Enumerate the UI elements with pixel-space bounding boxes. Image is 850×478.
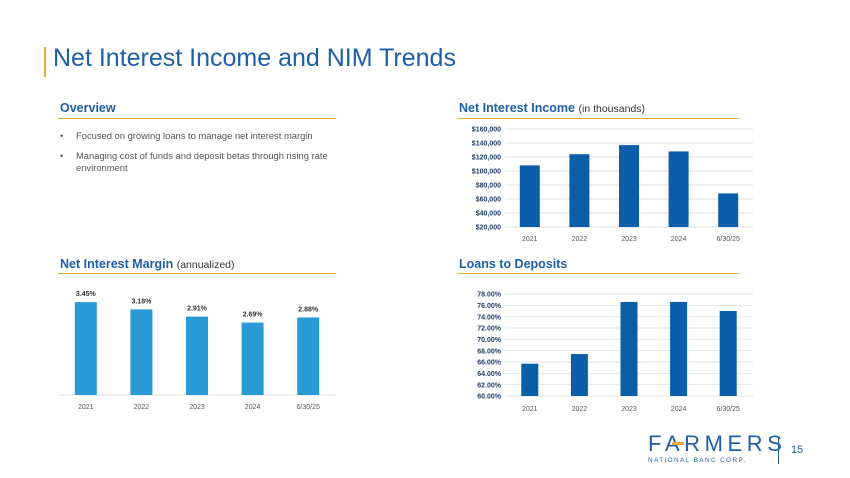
x-tick-label: 2022 xyxy=(134,404,150,411)
logo-wordmark: FARMERS xyxy=(648,431,787,456)
x-tick-label: 2021 xyxy=(522,406,538,413)
x-tick-label: 6/30/25 xyxy=(717,406,740,413)
data-label: 3.18% xyxy=(131,298,152,305)
bar xyxy=(570,354,588,396)
bar xyxy=(670,301,688,396)
y-tick-label: $80,000 xyxy=(476,183,501,190)
nim-heading-text: Net Interest Margin xyxy=(60,257,174,271)
y-tick-label: $20,000 xyxy=(476,225,501,232)
bar xyxy=(297,317,320,395)
y-tick-label: $100,000 xyxy=(472,169,501,176)
logo-accent-mark xyxy=(672,442,684,445)
data-label: 2.69% xyxy=(243,312,264,319)
farmers-logo: FARMERS NATIONAL BANC CORP. xyxy=(648,431,787,465)
nii-rule xyxy=(457,118,739,119)
x-tick-label: 6/30/25 xyxy=(717,236,740,243)
nii-subheading: (in thousands) xyxy=(578,103,646,115)
overview-bullet: Focused on growing loans to manage net i… xyxy=(60,130,350,142)
nim-heading: Net Interest Margin (annualized) xyxy=(60,257,235,271)
y-tick-label: 78.00% xyxy=(477,292,502,299)
page-number: 15 xyxy=(791,444,804,456)
y-tick-label: $40,000 xyxy=(476,211,501,218)
ltd-heading-text: Loans to Deposits xyxy=(459,257,568,271)
x-tick-label: 2023 xyxy=(621,406,637,413)
overview-heading-text: Overview xyxy=(60,101,116,115)
x-tick-label: 2023 xyxy=(621,236,637,243)
x-tick-label: 2023 xyxy=(189,404,205,411)
bar xyxy=(569,154,590,227)
y-tick-label: 62.00% xyxy=(477,382,502,389)
y-tick-label: 72.00% xyxy=(477,326,502,333)
x-tick-label: 2021 xyxy=(78,404,94,411)
nim-rule xyxy=(58,273,336,274)
bar xyxy=(241,322,264,395)
x-tick-label: 2024 xyxy=(671,236,687,243)
data-label: 2.91% xyxy=(187,306,208,313)
ltd-heading: Loans to Deposits xyxy=(459,257,567,271)
x-tick-label: 2021 xyxy=(522,236,538,243)
y-tick-label: 60.00% xyxy=(477,394,502,401)
bar xyxy=(718,193,739,227)
logo-tagline: NATIONAL BANC CORP. xyxy=(648,457,747,464)
title-accent-bar xyxy=(44,47,46,77)
nim-chart: 2021 3.45% 2022 3.18% 2023 2.91% 2024 2.69% 6/30… xyxy=(58,291,336,411)
data-label: 2.88% xyxy=(298,306,319,313)
x-tick-label: 2024 xyxy=(245,404,261,411)
nii-heading: Net Interest Income (in thousands) xyxy=(459,101,645,115)
y-tick-label: $140,000 xyxy=(472,141,501,148)
page-number-divider xyxy=(778,438,779,464)
bar xyxy=(519,165,540,227)
y-tick-label: 74.00% xyxy=(477,314,502,321)
page-title: Net Interest Income and NIM Trends xyxy=(53,44,456,72)
bar xyxy=(521,363,539,396)
x-tick-label: 2024 xyxy=(671,406,687,413)
y-tick-label: $160,000 xyxy=(472,127,501,134)
bar xyxy=(130,309,153,395)
y-tick-label: 70.00% xyxy=(477,337,502,344)
bar xyxy=(620,301,638,396)
bar xyxy=(619,145,639,227)
ltd-chart: 78.00% 76.00% 74.00% 72.00% 70.00% 68.00% 66.0… xyxy=(477,292,753,413)
y-tick-label: 64.00% xyxy=(477,371,502,378)
y-tick-label: 68.00% xyxy=(477,348,502,355)
y-tick-label: $120,000 xyxy=(472,155,501,162)
y-tick-label: 66.00% xyxy=(477,360,502,367)
ltd-rule xyxy=(457,273,739,274)
nii-heading-text: Net Interest Income xyxy=(459,101,576,115)
nii-chart: $160,000 $140,000 $120,000 $100,000 $80,000 $… xyxy=(472,127,753,243)
y-tick-label: $60,000 xyxy=(476,197,501,204)
overview-bullet: Managing cost of funds and deposit betas… xyxy=(60,150,350,173)
overview-heading: Overview xyxy=(60,101,116,115)
overview-bullets: Focused on growing loans to manage net i… xyxy=(60,130,350,182)
bar xyxy=(668,151,689,227)
bar xyxy=(186,316,208,395)
data-label: 3.45% xyxy=(76,291,97,298)
x-tick-label: 2022 xyxy=(572,406,588,413)
bar xyxy=(74,302,97,395)
overview-rule xyxy=(58,118,336,119)
bar xyxy=(719,311,737,396)
x-tick-label: 2022 xyxy=(572,236,588,243)
x-tick-label: 6/30/25 xyxy=(297,404,320,411)
nim-subheading: (annualized) xyxy=(176,259,235,271)
y-tick-label: 76.00% xyxy=(477,303,502,310)
